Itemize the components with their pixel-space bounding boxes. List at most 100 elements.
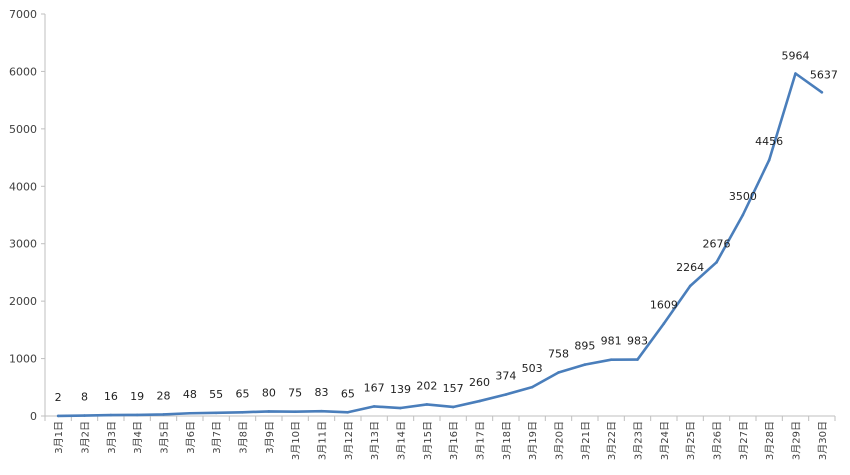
data-label: 65 [341,387,355,400]
data-point [372,405,376,408]
data-label: 5964 [782,49,810,62]
x-tick-label: 3月4日 [132,421,144,454]
x-tick-label: 3月27日 [738,421,750,460]
data-label: 981 [601,335,622,348]
data-label: 16 [104,390,118,403]
x-tick-label: 3月8日 [238,421,250,454]
x-tick-label: 3月17日 [475,421,487,460]
x-tick-label: 3月30日 [817,421,829,460]
data-point [662,322,666,325]
data-point [530,385,534,389]
data-point [557,371,560,374]
data-label: 260 [469,376,490,389]
data-label: 167 [364,381,385,394]
data-point [636,358,639,361]
data-point [583,363,587,366]
data-point [715,261,718,264]
data-label: 3500 [729,190,757,203]
data-label: 2 [55,391,62,404]
data-labels: 2 8 16 19 28 48 55 65 80 75 83 65 167 139 202 157 260374… [55,49,838,403]
x-tick-label: 3月19日 [527,421,539,460]
data-label: 202 [416,379,437,392]
x-tick-label: 3月10日 [290,421,302,460]
x-tick-label: 3月29日 [791,421,803,460]
data-point [109,413,113,417]
y-tick-label: 4000 [9,180,37,193]
x-tick-label: 3月20日 [554,421,566,460]
data-label: 758 [548,347,569,360]
x-tick-label: 3月24日 [659,421,671,460]
data-point [162,413,165,416]
data-point [83,414,86,417]
data-label: 5637 [810,68,838,81]
data-label: 19 [130,390,144,403]
data-point [399,406,402,410]
data-label: 2676 [703,237,731,250]
series-group [56,72,824,418]
data-label: 2264 [676,261,704,274]
data-label: 1609 [650,299,678,312]
x-tick-label: 3月6日 [185,421,197,454]
series-line [56,72,824,418]
x-tick-label: 3月2日 [80,421,92,454]
data-label: 503 [522,362,543,375]
data-label: 55 [209,388,223,401]
data-point [346,410,350,414]
data-point [609,358,613,361]
axes [44,14,835,417]
data-point [293,410,297,413]
data-point [820,90,824,94]
data-label: 374 [495,370,516,383]
y-axis-ticks: 0 1000 2000 3000 4000 5000 6000 7000 [9,8,45,423]
x-tick-label: 3月16日 [448,421,460,460]
data-point [478,399,481,403]
y-tick-label: 5000 [9,123,37,136]
data-point [135,413,139,417]
x-tick-label: 3月25日 [685,421,697,460]
x-tick-label: 3月15日 [422,421,434,460]
data-point [425,403,429,406]
data-point [794,72,797,75]
y-tick-label: 1000 [9,353,37,366]
x-tick-label: 3月12日 [343,421,355,460]
data-point [188,411,192,415]
data-label: 75 [288,387,302,400]
data-label: 80 [262,386,276,399]
data-label: 157 [443,382,464,395]
x-tick-label: 3月26日 [712,421,724,460]
x-axis-ticks: 3月1日 3月2日 3月3日 3月4日 3月5日 3月6日 3月7日 3月8日 3月9日 3月10… [44,416,836,460]
data-point [767,158,771,162]
x-tick-label: 3月3日 [106,421,118,454]
x-tick-label: 3月13日 [369,421,381,460]
data-label: 895 [574,340,595,353]
data-point [504,393,508,396]
data-point [320,409,323,413]
data-point [741,213,745,217]
y-tick-label: 3000 [9,238,37,251]
data-label: 28 [157,389,171,402]
x-tick-label: 3月7日 [211,421,223,454]
x-tick-label: 3月5日 [159,421,171,454]
data-label: 4456 [755,135,783,148]
data-point [56,414,60,418]
data-point [241,410,244,414]
x-tick-label: 3月14日 [396,421,408,460]
data-label: 139 [390,383,411,396]
data-label: 65 [236,387,250,400]
data-label: 48 [183,388,197,401]
x-tick-label: 3月23日 [633,421,645,460]
data-point [214,411,218,415]
data-point [688,284,692,288]
y-tick-label: 6000 [9,65,37,78]
data-point [451,405,455,409]
y-tick-label: 0 [30,410,37,423]
x-tick-label: 3月9日 [264,421,276,454]
x-tick-label: 3月22日 [606,421,618,460]
x-tick-label: 3月18日 [501,421,513,460]
data-point [267,410,271,413]
data-label: 983 [627,335,648,348]
x-tick-label: 3月28日 [764,421,776,460]
y-tick-label: 2000 [9,295,37,308]
data-label: 83 [315,386,329,399]
